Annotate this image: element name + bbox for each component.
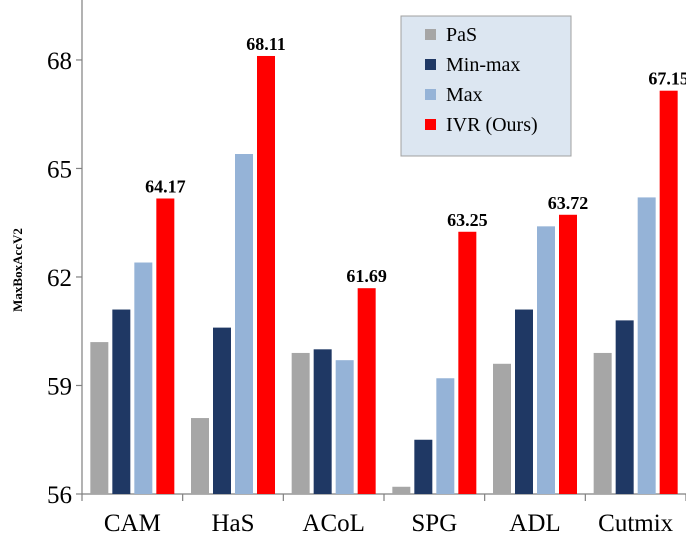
bar-pas-spg [392, 486, 411, 494]
axes [81, 0, 686, 501]
legend-swatch [425, 29, 436, 40]
bar-max-acol [335, 360, 354, 494]
bar-min-max-spg [414, 439, 433, 494]
x-category-label: CAM [104, 510, 161, 537]
y-tick-label: 65 [47, 156, 72, 183]
bar-min-max-adl [515, 309, 533, 494]
data-labels: 64.17 68.11 61.69 63.25 63.72 67.15 [145, 34, 686, 286]
y-tick-label: 62 [47, 265, 72, 292]
bar-min-max-cam [112, 309, 131, 494]
legend: PaS Min-max Max IVR (Ours) [400, 15, 572, 157]
y-tick-label: 59 [47, 373, 72, 400]
legend-label: Max [446, 84, 483, 106]
bar-max-cam [134, 262, 153, 494]
legend-label: IVR (Ours) [446, 114, 538, 136]
x-category-label: ACoL [302, 510, 365, 537]
y-ticks: 56 59 62 65 68 [47, 48, 82, 509]
data-label-cam: 64.17 [145, 176, 186, 196]
y-tick-label: 56 [47, 482, 72, 509]
bar-ivr-ours-acol [357, 288, 376, 494]
legend-swatch [425, 59, 436, 70]
legend-swatch [425, 119, 436, 130]
bar-max-has [235, 154, 253, 494]
bar-min-max-cutmix [615, 320, 634, 494]
bar-pas-cam [90, 342, 109, 494]
bar-max-adl [537, 226, 555, 495]
bar-pas-acol [291, 352, 310, 494]
legend-label: Min-max [446, 54, 520, 76]
data-label-adl: 63.72 [548, 193, 589, 213]
bar-ivr-ours-has [257, 55, 275, 495]
bar-max-cutmix [637, 197, 656, 494]
x-category-label: ADL [509, 510, 560, 537]
x-category-labels: CAM HaS ACoL SPG ADL Cutmix [104, 510, 674, 537]
x-category-label: Cutmix [598, 510, 674, 537]
x-category-label: SPG [411, 510, 457, 537]
data-label-has: 68.11 [246, 34, 286, 54]
bar-pas-has [191, 418, 209, 494]
bar-max-spg [436, 378, 455, 494]
bar-min-max-acol [313, 349, 332, 494]
bar-pas-cutmix [593, 352, 612, 494]
bar-ivr-ours-cutmix [659, 90, 678, 494]
y-axis-label: MaxBoxAccV2 [10, 228, 25, 312]
y-tick-label: 68 [47, 48, 72, 75]
data-label-acol: 61.69 [346, 266, 387, 286]
data-label-spg: 63.25 [447, 210, 488, 230]
x-category-label: HaS [211, 510, 254, 537]
bar-pas-adl [493, 363, 511, 494]
bar-ivr-ours-adl [559, 214, 577, 495]
legend-label: PaS [446, 24, 477, 46]
legend-swatch [425, 89, 436, 100]
bar-min-max-has [213, 327, 231, 494]
bar-ivr-ours-cam [156, 198, 175, 495]
bars [90, 55, 678, 495]
data-label-cutmix: 67.15 [648, 69, 686, 89]
bar-ivr-ours-spg [458, 231, 477, 494]
